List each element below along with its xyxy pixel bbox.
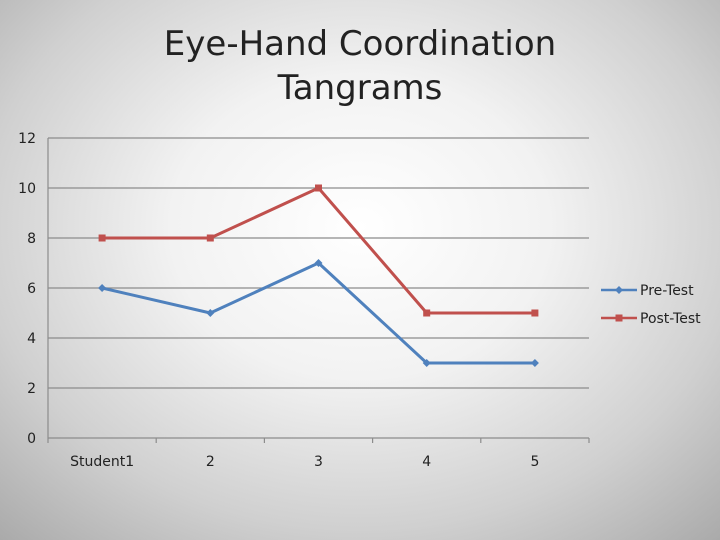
x-tick-label: 4 xyxy=(422,454,431,470)
y-tick-label: 12 xyxy=(18,131,36,147)
legend-item: Pre-Test xyxy=(601,283,694,299)
y-tick-label: 2 xyxy=(27,381,36,397)
y-tick-label: 0 xyxy=(27,431,36,447)
legend: Pre-Test Post-Test xyxy=(601,283,701,327)
legend-marker xyxy=(615,286,623,294)
legend-marker xyxy=(615,314,623,322)
data-point xyxy=(314,259,323,267)
y-tick-label: 10 xyxy=(18,181,36,197)
axes: 0 2 4 6 8 10 12 Student1 2 3 4 5 xyxy=(18,131,590,470)
data-point xyxy=(98,284,107,292)
data-point xyxy=(315,184,322,192)
data-point xyxy=(422,359,431,367)
y-tick-label: 8 xyxy=(27,231,36,247)
series-pre-test xyxy=(98,259,539,367)
data-point xyxy=(206,309,215,317)
legend-item: Post-Test xyxy=(601,311,701,327)
series-post-test xyxy=(98,184,539,317)
chart-title: Eye-Hand Coordination Tangrams xyxy=(0,22,720,110)
data-point xyxy=(530,359,539,367)
data-point xyxy=(531,309,539,317)
x-tick-label: Student1 xyxy=(70,454,134,470)
y-tick-label: 4 xyxy=(27,331,36,347)
chart-title-line-1: Eye-Hand Coordination xyxy=(163,24,557,64)
data-point xyxy=(206,234,214,242)
chart-title-line-2: Tangrams xyxy=(277,68,443,108)
legend-label: Post-Test xyxy=(640,311,701,327)
legend-label: Pre-Test xyxy=(640,283,694,299)
x-tick-label: 2 xyxy=(206,454,215,470)
data-point xyxy=(423,309,431,317)
y-tick-label: 6 xyxy=(27,281,36,297)
series-line xyxy=(102,186,535,315)
data-point xyxy=(98,234,106,242)
gridlines xyxy=(48,137,589,389)
series-lines xyxy=(98,184,539,367)
x-tick-label: 3 xyxy=(314,454,323,470)
x-tick-label: 5 xyxy=(530,454,539,470)
